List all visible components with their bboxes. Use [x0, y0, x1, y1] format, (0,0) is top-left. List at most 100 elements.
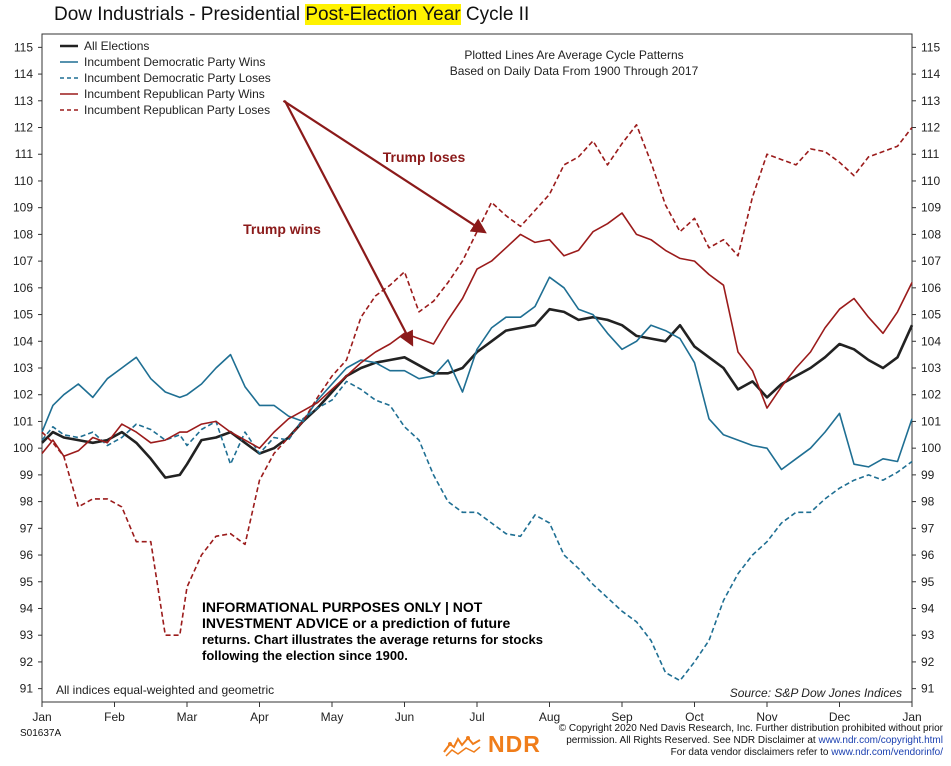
y-tick-label-left: 98	[20, 495, 34, 509]
y-tick-label-left: 106	[13, 281, 33, 295]
y-tick-label-left: 110	[14, 174, 33, 188]
x-tick-label: Mar	[177, 710, 198, 724]
legend-label-0: All Elections	[84, 39, 149, 53]
series-line-2	[41, 380, 913, 682]
legend-label-3: Incumbent Republican Party Wins	[84, 87, 265, 101]
y-tick-label-right: 100	[921, 441, 941, 455]
y-tick-label-right: 96	[921, 548, 935, 562]
x-tick-label: Jul	[469, 710, 484, 724]
y-tick-label-right: 105	[921, 308, 941, 322]
y-tick-label-left: 93	[20, 628, 34, 642]
y-tick-label-left: 107	[13, 254, 33, 268]
bull-bear-icon	[443, 736, 481, 757]
y-tick-label-left: 95	[20, 575, 34, 589]
annotation-label-1: Trump wins	[243, 221, 321, 237]
x-tick-label: Jun	[395, 710, 414, 724]
y-tick-label-left: 113	[14, 94, 33, 108]
chart-code: S01637A	[20, 728, 62, 739]
series-line-1	[41, 276, 913, 471]
y-tick-label-left: 92	[20, 655, 34, 669]
y-tick-label-right: 106	[921, 281, 941, 295]
y-tick-label-left: 91	[20, 682, 34, 696]
copyright-line-3: For data vendor disclaimers refer to	[670, 747, 832, 758]
y-tick-label-right: 109	[921, 201, 941, 215]
y-tick-label-right: 107	[921, 254, 941, 268]
y-tick-label-right: 93	[921, 628, 935, 642]
copyright-line-1: © Copyright 2020 Ned Davis Research, Inc…	[558, 723, 943, 734]
y-tick-label-right: 94	[921, 601, 935, 615]
footnote-text: All indices equal-weighted and geometric	[56, 683, 274, 697]
x-tick-label: Nov	[756, 710, 777, 724]
y-tick-label-left: 101	[13, 414, 33, 428]
y-tick-label-left: 100	[13, 441, 33, 455]
series-line-3	[41, 212, 913, 457]
y-tick-label-left: 103	[13, 361, 33, 375]
y-tick-label-left: 102	[13, 388, 33, 402]
note-line-1: Based on Daily Data From 1900 Through 20…	[450, 64, 699, 78]
source-text: Source: S&P Dow Jones Indices	[730, 686, 902, 700]
y-tick-label-left: 112	[14, 121, 33, 135]
vendor-link[interactable]: www.ndr.com/vendorinfo/	[831, 747, 943, 758]
note-line-0: Plotted Lines Are Average Cycle Patterns	[464, 48, 683, 62]
y-tick-label-left: 114	[14, 67, 33, 81]
y-tick-label-right: 99	[921, 468, 935, 482]
y-tick-label-right: 91	[921, 682, 935, 696]
y-tick-label-right: 108	[921, 227, 941, 241]
copyright-notice: © Copyright 2020 Ned Davis Research, Inc…	[559, 723, 943, 759]
y-tick-label-right: 113	[921, 94, 940, 108]
x-tick-label: Jan	[32, 710, 51, 724]
x-tick-label: Sep	[611, 710, 633, 724]
y-tick-label-left: 97	[20, 521, 34, 535]
y-tick-label-right: 115	[921, 40, 940, 54]
title-prefix: Dow Industrials - Presidential	[54, 4, 306, 25]
ndr-logo: NDR	[440, 730, 550, 760]
title-suffix: Cycle II	[460, 4, 530, 25]
legend-label-1: Incumbent Democratic Party Wins	[84, 55, 265, 69]
y-tick-label-right: 97	[921, 521, 935, 535]
y-tick-label-right: 111	[921, 147, 940, 161]
y-tick-label-right: 114	[921, 67, 940, 81]
x-tick-label: Oct	[685, 710, 704, 724]
y-tick-label-left: 104	[13, 334, 33, 348]
y-tick-label-right: 110	[921, 174, 940, 188]
y-tick-label-right: 112	[921, 121, 940, 135]
annotation-label-0: Trump loses	[383, 149, 466, 165]
y-tick-label-left: 96	[20, 548, 34, 562]
logo-text: NDR	[488, 731, 541, 757]
series-line-4	[41, 124, 913, 636]
y-tick-label-left: 105	[13, 308, 33, 322]
disclaimer-line-0: INFORMATIONAL PURPOSES ONLY | NOT	[202, 599, 483, 615]
y-tick-label-right: 102	[921, 388, 941, 402]
x-tick-label: Apr	[250, 710, 269, 724]
disclaimer-line-3: following the election since 1900.	[202, 648, 408, 663]
x-tick-label: Dec	[829, 710, 850, 724]
y-tick-label-left: 109	[13, 201, 33, 215]
page-title: Dow Industrials - Presidential Post-Elec…	[54, 4, 529, 26]
annotation-arrow-1	[283, 100, 414, 347]
disclaimer-line-1: INVESTMENT ADVICE or a prediction of fut…	[202, 615, 510, 631]
x-tick-label: Aug	[539, 710, 560, 724]
copyright-line-2: permission. All Rights Reserved. See NDR…	[566, 735, 819, 746]
y-tick-label-left: 108	[13, 227, 33, 241]
y-tick-label-right: 95	[921, 575, 935, 589]
legend-label-2: Incumbent Democratic Party Loses	[84, 71, 271, 85]
y-tick-label-right: 104	[921, 334, 941, 348]
y-tick-label-left: 115	[14, 40, 33, 54]
y-tick-label-left: 94	[20, 601, 34, 615]
disclaimer-line-2: returns. Chart illustrates the average r…	[202, 632, 543, 647]
annotation-arrow-0	[282, 99, 487, 234]
title-highlight: Post-Election Year	[305, 4, 461, 25]
series-line-0	[41, 307, 914, 479]
x-tick-label: Feb	[104, 710, 125, 724]
x-tick-label: May	[321, 710, 344, 724]
legend-label-4: Incumbent Republican Party Loses	[84, 103, 270, 117]
y-tick-label-right: 92	[921, 655, 935, 669]
y-tick-label-left: 99	[20, 468, 34, 482]
y-tick-label-right: 101	[921, 414, 941, 428]
y-tick-label-right: 98	[921, 495, 935, 509]
y-tick-label-right: 103	[921, 361, 941, 375]
x-tick-label: Jan	[902, 710, 921, 724]
y-tick-label-left: 111	[15, 147, 34, 161]
copyright-link[interactable]: www.ndr.com/copyright.html	[818, 735, 944, 746]
